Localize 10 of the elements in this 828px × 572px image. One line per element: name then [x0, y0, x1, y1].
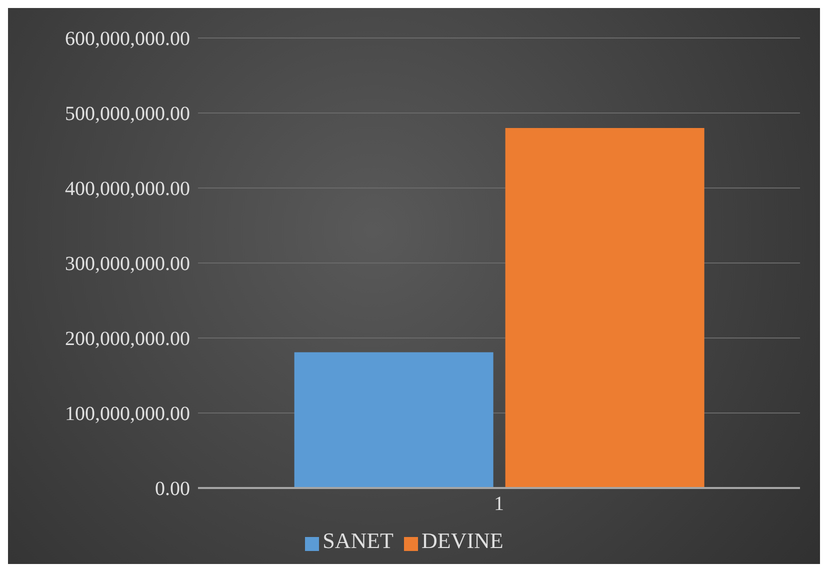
y-tick-label: 200,000,000.00 [65, 328, 190, 350]
y-tick-label: 600,000,000.00 [65, 28, 190, 50]
legend-label: DEVINE [422, 528, 504, 553]
y-tick-label: 400,000,000.00 [65, 178, 190, 200]
y-tick-label: 500,000,000.00 [65, 103, 190, 126]
y-tick-label: 100,000,000.00 [65, 403, 190, 426]
x-tick-label: 1 [494, 493, 504, 516]
y-tick-label: 0.00 [155, 478, 190, 500]
y-tick-label: 300,000,000.00 [65, 253, 190, 276]
legend-label: SANET [322, 528, 394, 553]
